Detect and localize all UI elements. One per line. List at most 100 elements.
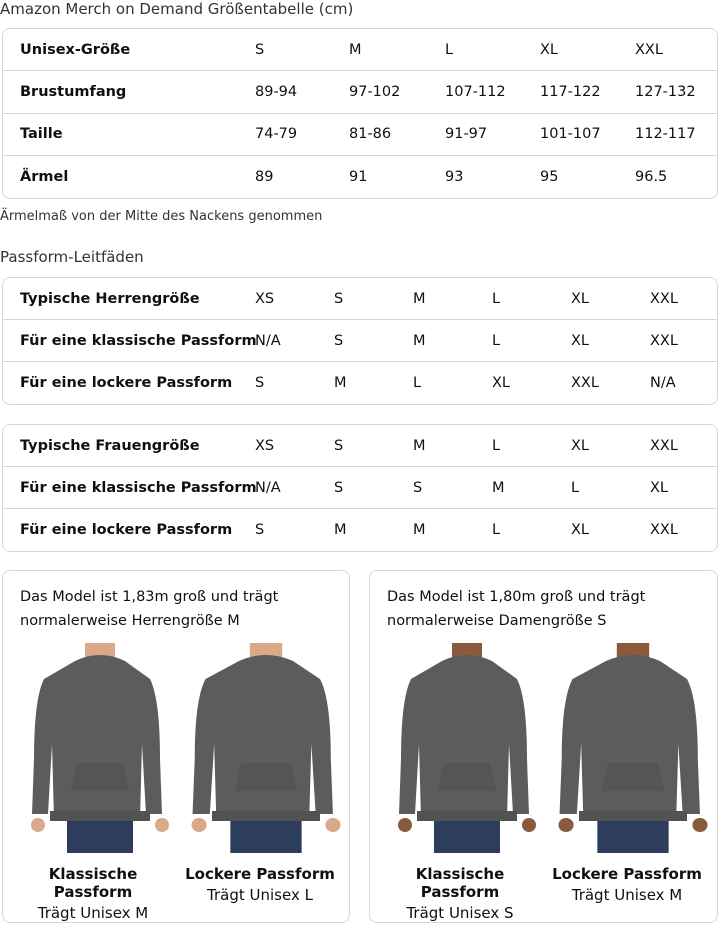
table-cell: M [413, 522, 426, 538]
table-cell: XXL [571, 375, 599, 391]
fit-label: Lockere Passform Trägt Unisex M [542, 865, 712, 904]
classic-fit-photo [392, 643, 542, 853]
row-label: Für eine lockere Passform [20, 375, 233, 391]
women-fit-table: Typische Frauengröße XS S M L XL XXL Für eine k… [2, 424, 718, 552]
men-model-card: Das Model ist 1,83m groß und trägt norma… [2, 570, 350, 923]
table-cell: L [413, 375, 422, 391]
row-label: Für eine klassische Passform [20, 479, 257, 496]
row-label: Für eine lockere Passform [20, 522, 233, 538]
table-cell: S [334, 290, 344, 307]
table-cell: 95 [540, 168, 559, 185]
table-row: Typische Frauengröße XS S M L XL XXL [3, 425, 717, 467]
table-row: Typische Herrengröße XS S M L XL XXL [3, 278, 717, 320]
sleeve-note: Ärmelmaß von der Mitte des Nackens genom… [0, 209, 323, 224]
table-cell: 112-117 [635, 126, 696, 143]
row-label: Ärmel [20, 168, 69, 185]
fit-title: Klassische Passform [48, 865, 138, 901]
table-cell: M [413, 332, 426, 349]
fit-title: Lockere Passform [185, 865, 335, 883]
table-cell: 107-112 [445, 83, 506, 100]
fit-title: Lockere Passform [552, 865, 702, 883]
table-cell: 74-79 [255, 126, 298, 143]
table-row: Taille 74-79 81-86 91-97 101-107 112-117 [3, 114, 717, 156]
table-cell: S [334, 332, 344, 349]
table-cell: L [571, 479, 580, 496]
fit-size: Trägt Unisex L [207, 886, 313, 904]
fit-label: Klassische Passform Trägt Unisex S [375, 865, 545, 922]
table-cell: 89-94 [255, 83, 298, 100]
women-model-card: Das Model ist 1,80m groß und trägt norma… [369, 570, 718, 923]
table-cell: N/A [255, 479, 281, 496]
table-cell: 91 [349, 168, 368, 185]
table-cell: XXL [650, 437, 678, 454]
men-fit-table: Typische Herrengröße XS S M L XL XXL Für eine k… [2, 277, 718, 405]
table-cell: 117-122 [540, 83, 601, 100]
fit-guide-title: Passform-Leitfäden [0, 248, 144, 266]
table-cell: M [334, 522, 347, 538]
fit-label: Lockere Passform Trägt Unisex L [175, 865, 345, 904]
model-caption: Das Model ist 1,80m groß und trägt norma… [387, 589, 646, 629]
table-cell: XS [255, 437, 275, 454]
table-row: Unisex-Größe S M L XL XXL [3, 29, 717, 72]
row-label: Typische Frauengröße [20, 437, 200, 454]
table-cell: 96.5 [635, 168, 668, 185]
table-cell: S [255, 522, 265, 538]
relaxed-fit-photo [558, 643, 708, 853]
table-cell: XL [650, 479, 669, 496]
table-cell: XL [571, 332, 590, 349]
table-cell: L [492, 522, 501, 538]
size-chart-title: Amazon Merch on Demand Größentabelle (cm… [0, 0, 354, 18]
table-cell: M [492, 479, 505, 496]
table-row: Für eine lockere Passform S M M L XL XXL [3, 509, 717, 551]
table-cell: S [255, 41, 265, 58]
table-cell: N/A [255, 332, 281, 349]
row-label: Unisex-Größe [20, 41, 131, 58]
table-cell: XL [540, 41, 559, 58]
model-caption: Das Model ist 1,83m groß und trägt norma… [20, 589, 279, 629]
table-cell: S [334, 437, 344, 454]
table-cell: L [492, 290, 501, 307]
table-row: Für eine lockere Passform S M L XL XXL N/A [3, 362, 717, 404]
table-cell: XL [571, 522, 590, 538]
table-cell: XXL [650, 522, 678, 538]
table-row: Brustumfang 89-94 97-102 107-112 117-122 127-… [3, 71, 717, 114]
table-cell: L [492, 437, 501, 454]
table-cell: XL [492, 375, 511, 391]
table-cell: XL [571, 290, 590, 307]
classic-fit-photo [25, 643, 175, 853]
table-cell: XXL [650, 290, 678, 307]
fit-size: Trägt Unisex S [406, 904, 514, 922]
table-cell: M [334, 375, 347, 391]
fit-label: Klassische Passform Trägt Unisex M [8, 865, 178, 922]
table-cell: 101-107 [540, 126, 601, 143]
table-cell: S [334, 479, 344, 496]
table-row: Für eine klassische Passform N/A S M L XL XXL [3, 320, 717, 362]
table-cell: XXL [635, 41, 663, 58]
row-label: Typische Herrengröße [20, 290, 200, 307]
table-cell: XXL [650, 332, 678, 349]
table-cell: XS [255, 290, 275, 307]
fit-size: Trägt Unisex M [37, 904, 149, 922]
table-cell: XL [571, 437, 590, 454]
table-cell: S [255, 375, 265, 391]
fit-title: Klassische Passform [415, 865, 505, 901]
table-cell: N/A [650, 375, 676, 391]
row-label: Für eine klassische Passform [20, 332, 257, 349]
row-label: Brustumfang [20, 83, 127, 100]
table-cell: S [413, 479, 423, 496]
table-cell: 97-102 [349, 83, 401, 100]
table-cell: L [445, 41, 454, 58]
fit-size: Trägt Unisex M [571, 886, 683, 904]
size-table: Unisex-Größe S M L XL XXL Brustumfang 89-94 97-1… [2, 28, 718, 199]
relaxed-fit-photo [191, 643, 341, 853]
table-cell: L [492, 332, 501, 349]
table-cell: 93 [445, 168, 464, 185]
table-cell: 91-97 [445, 126, 488, 143]
table-cell: 127-132 [635, 83, 696, 100]
table-cell: M [413, 437, 426, 454]
table-row: Für eine klassische Passform N/A S S M L XL [3, 467, 717, 509]
row-label: Taille [20, 126, 63, 143]
table-cell: 89 [255, 168, 274, 185]
table-cell: M [349, 41, 362, 58]
table-row: Ärmel 89 91 93 95 96.5 [3, 156, 717, 198]
